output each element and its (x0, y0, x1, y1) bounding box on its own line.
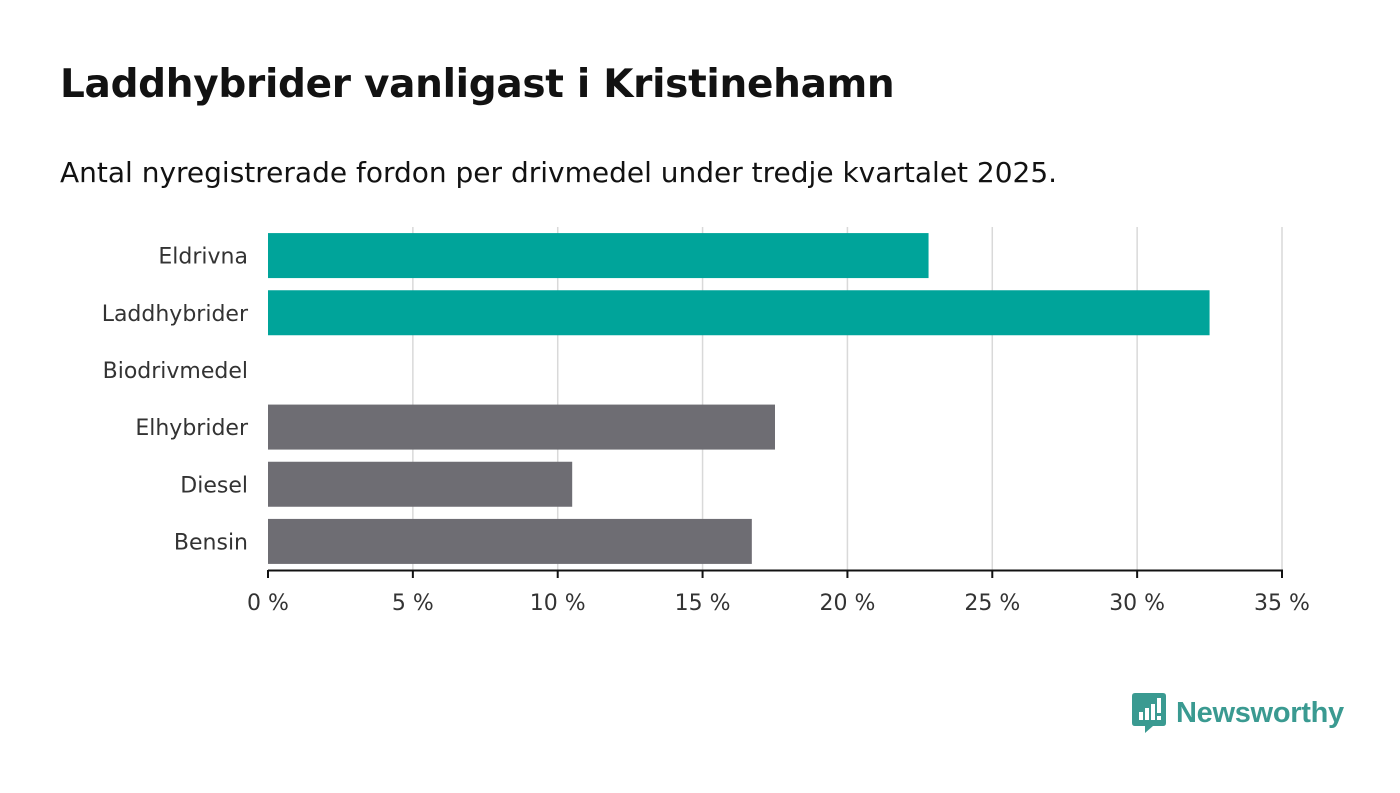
x-tick-label: 35 % (1254, 591, 1310, 616)
bar-eldrivna (268, 233, 929, 279)
chart-title: Laddhybrider vanligast i Kristinehamn (60, 62, 895, 107)
category-label: Bensin (174, 530, 248, 555)
bar-bensin (268, 518, 752, 564)
chart-subtitle: Antal nyregistrerade fordon per drivmede… (60, 156, 1058, 189)
x-tick-label: 25 % (964, 591, 1020, 616)
x-tick-label: 20 % (819, 591, 875, 616)
category-label: Eldrivna (158, 245, 248, 270)
x-axis: 0 % 5 % 10 % 15 % 20 % 25 % 30 % 35 % (247, 569, 1310, 616)
x-tick-label: 5 % (392, 591, 434, 616)
bar-chart: Eldrivna Laddhybrider Biodrivmedel Elhybrid… (102, 227, 1310, 616)
category-label: Laddhybrider (102, 302, 249, 327)
x-tick-label: 10 % (530, 591, 586, 616)
bar-diesel (268, 461, 573, 507)
category-label: Biodrivmedel (103, 359, 248, 384)
category-labels: Eldrivna Laddhybrider Biodrivmedel Elhybrid… (102, 245, 249, 556)
bar-laddhybrider (268, 290, 1210, 336)
x-tick-label: 15 % (675, 591, 731, 616)
bar-elhybrider (268, 404, 775, 450)
bars (268, 233, 1210, 564)
newsworthy-brand: Newsworthy (1132, 692, 1344, 734)
category-label: Elhybrider (135, 416, 249, 441)
brand-name: Newsworthy (1176, 696, 1344, 729)
x-tick-label: 30 % (1109, 591, 1165, 616)
gridlines (412, 227, 1283, 570)
category-label: Diesel (180, 473, 248, 498)
x-tick-label: 0 % (247, 591, 289, 616)
newsworthy-logo-icon (1132, 693, 1166, 733)
